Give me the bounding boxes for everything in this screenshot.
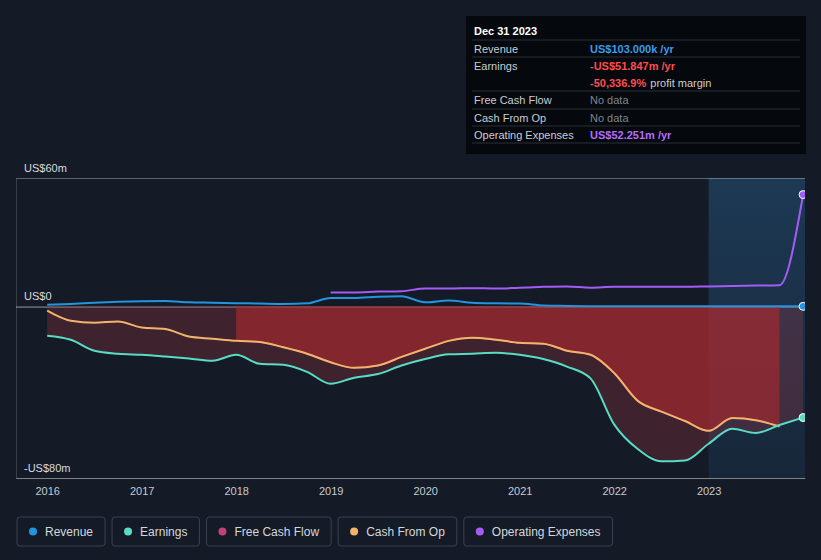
legend-swatch[interactable] xyxy=(476,528,484,536)
legend-item[interactable]: Revenue xyxy=(17,517,105,546)
series-line xyxy=(47,336,803,462)
tooltip-separator xyxy=(472,40,800,41)
x-tick-label: 2020 xyxy=(413,485,437,497)
tooltip-label: Free Cash Flow xyxy=(474,94,552,106)
background xyxy=(0,0,821,560)
tooltip-value: US$52.251m /yr xyxy=(590,129,672,141)
legend-item[interactable]: Free Cash Flow xyxy=(206,517,331,546)
plot-area xyxy=(47,191,805,462)
tooltip-separator xyxy=(472,143,800,144)
end-marker xyxy=(799,191,805,199)
tooltip-value: No data xyxy=(590,112,629,124)
series-line xyxy=(331,195,803,293)
x-tick: 2016 xyxy=(35,478,59,497)
tooltip-date: Dec 31 2023 xyxy=(474,25,537,37)
x-tick-label: 2021 xyxy=(508,485,532,497)
legend-label[interactable]: Earnings xyxy=(140,525,187,539)
tooltip-value: No data xyxy=(590,94,629,106)
end-marker xyxy=(799,302,805,310)
legend-box[interactable] xyxy=(206,517,331,546)
x-tick: 2018 xyxy=(224,478,248,497)
x-axis: 2016 2017 2018 2019 2020 2021 2022 2023 xyxy=(17,478,806,497)
tooltip-separator xyxy=(472,109,800,110)
legend-item[interactable]: Cash From Op xyxy=(338,517,457,546)
x-tick: 2021 xyxy=(508,478,532,497)
legend-item[interactable]: Operating Expenses xyxy=(464,517,613,546)
y-tick: -US$80m xyxy=(16,462,805,479)
x-tick: 2022 xyxy=(602,478,626,497)
chart: -US$80m US$0 US$60m 2016 2017 2018 2019 2020 202… xyxy=(0,0,821,560)
tooltip-label: Revenue xyxy=(474,43,518,55)
x-tick: 2017 xyxy=(130,478,154,497)
series-line xyxy=(47,296,803,306)
tooltip-margin-label: profit margin xyxy=(650,77,711,89)
tooltip-separator xyxy=(472,91,800,92)
legend-box[interactable] xyxy=(464,517,613,546)
legend-item[interactable]: Earnings xyxy=(112,517,199,546)
y-axis: -US$80m US$0 US$60m xyxy=(16,162,805,479)
x-tick-label: 2022 xyxy=(602,485,626,497)
grid-line xyxy=(16,178,805,179)
tooltip-value: -US$51.847m /yr xyxy=(590,60,676,72)
x-tick-label: 2018 xyxy=(224,485,248,497)
legend-label[interactable]: Revenue xyxy=(45,525,93,539)
series-line xyxy=(236,338,779,431)
tooltip-label: Earnings xyxy=(474,60,518,72)
x-tick-label: 2019 xyxy=(319,485,343,497)
legend-label[interactable]: Free Cash Flow xyxy=(234,525,319,539)
legend-swatch[interactable] xyxy=(218,528,226,536)
y-tick-label: US$60m xyxy=(24,162,67,174)
tooltip-margin: -50,336.9% profit margin xyxy=(590,77,711,89)
grid-line xyxy=(16,478,805,479)
x-tick: 2019 xyxy=(319,478,343,497)
y-tick-label: -US$80m xyxy=(24,462,70,474)
legend: Revenue Earnings Free Cash Flow Cash From O… xyxy=(17,517,613,546)
series-line xyxy=(47,311,779,431)
legend-box[interactable] xyxy=(112,517,199,546)
x-tick-label: 2016 xyxy=(35,485,59,497)
x-tick: 2023 xyxy=(697,478,721,497)
legend-swatch[interactable] xyxy=(350,528,358,536)
tooltip-label: Operating Expenses xyxy=(474,129,574,141)
tooltip-label: Cash From Op xyxy=(474,112,546,124)
tooltip: Dec 31 2023 Revenue US$103.000k /yr Earning… xyxy=(466,16,806,154)
series-area xyxy=(236,307,779,431)
y-tick: US$0 xyxy=(16,290,805,307)
legend-box[interactable] xyxy=(17,517,105,546)
x-axis-line xyxy=(17,478,806,479)
y-axis-line xyxy=(17,179,806,479)
legend-label[interactable]: Cash From Op xyxy=(366,525,445,539)
tooltip-separator xyxy=(472,57,800,58)
x-tick: 2020 xyxy=(413,478,437,497)
legend-swatch[interactable] xyxy=(124,528,132,536)
y-tick-label: US$0 xyxy=(24,290,52,302)
tooltip-box xyxy=(466,16,806,154)
legend-label[interactable]: Operating Expenses xyxy=(492,525,601,539)
x-tick-label: 2017 xyxy=(130,485,154,497)
tooltip-margin-value: -50,336.9% xyxy=(590,77,646,89)
end-marker xyxy=(799,414,805,422)
series-area xyxy=(47,307,803,462)
x-tick-label: 2023 xyxy=(697,485,721,497)
legend-box[interactable] xyxy=(338,517,457,546)
y-tick: US$60m xyxy=(16,162,805,179)
tooltip-value: US$103.000k /yr xyxy=(590,43,675,55)
tooltip-separator xyxy=(472,126,800,127)
legend-swatch[interactable] xyxy=(29,528,37,536)
